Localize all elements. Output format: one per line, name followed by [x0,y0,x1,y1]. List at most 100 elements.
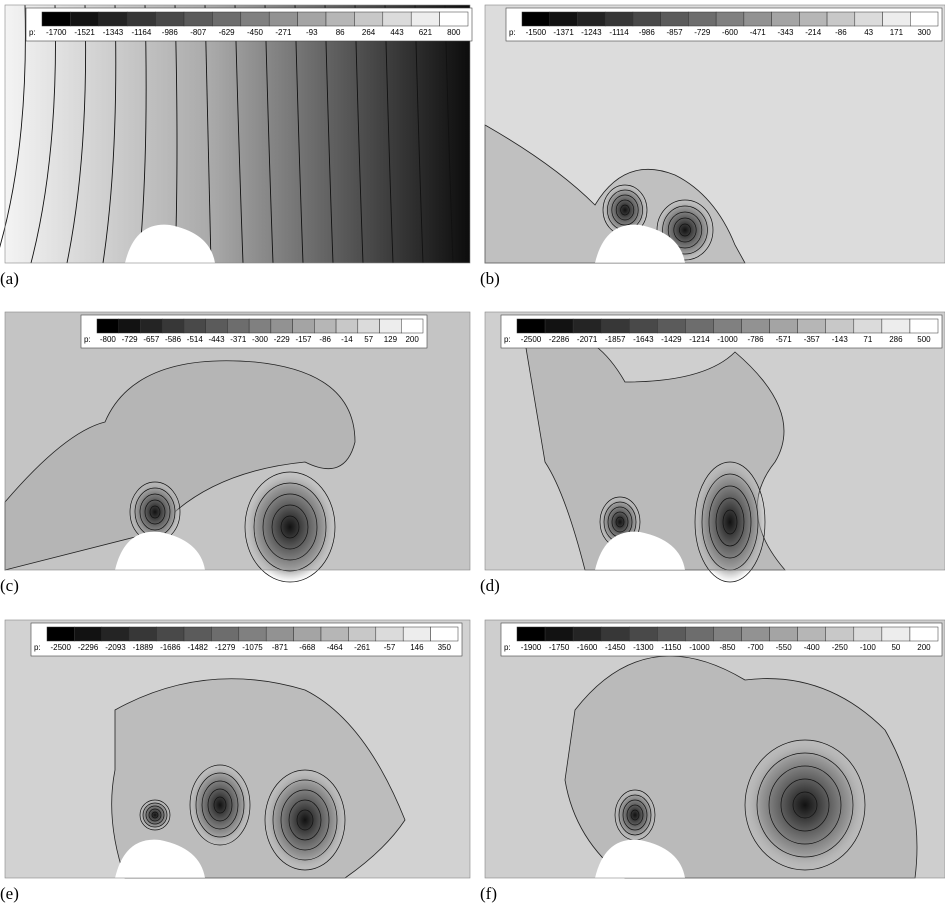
pressure-blob [603,185,647,235]
colorbar-swatch [516,626,546,642]
colorbar-level: -1686 [160,643,181,652]
colorbar-swatch [743,11,772,27]
colorbar-level: 200 [917,643,931,652]
colorbar-swatch [825,626,855,642]
colorbar-swatch [357,318,380,334]
contour-line [744,739,866,871]
colorbar-level: -1700 [46,28,67,37]
colorbar-swatch [826,11,856,27]
colorbar-level: -986 [639,28,656,37]
contour-line [694,461,766,583]
colorbar-swatch [101,626,130,642]
obstacle [595,224,685,263]
colorbar-level: -371 [230,335,247,344]
colorbar-swatch [314,318,337,334]
colorbar-level: -1150 [661,643,681,652]
colorbar-swatch [715,11,745,27]
colorbar-level: -807 [190,28,207,37]
colorbar-level: -800 [100,335,117,344]
colorbar-level: -57 [384,643,396,652]
colorbar-swatch [439,11,469,27]
colorbar-level: -1429 [661,335,682,344]
panel: p: -800 -729 -657 -586 -514 -443 -371 -300 -229 -1… [4,311,471,583]
colorbar-swatch [741,626,770,642]
contour-line [264,4,274,264]
colorbar-level: -143 [832,335,849,344]
colorbar-swatch [240,11,270,27]
colorbar-swatch [521,11,550,27]
pressure-blob [695,462,765,582]
colorbar-swatch [600,318,630,334]
colorbar-swatch [657,626,686,642]
colorbar-swatch [629,626,658,642]
contour-line [213,796,227,814]
colorbar-level: -2296 [78,643,99,652]
colorbar-level: 43 [864,28,873,37]
colorbar-title: p: [29,28,36,37]
panel: p: -2500 -2286 -2071 -1857 -1643 -1429 -1214 -10… [484,311,945,583]
contour-line [195,772,245,838]
colorbar-level: -571 [776,335,793,344]
colorbar-level: -700 [748,643,765,652]
pressure-blob [265,770,345,870]
panel: p: -2500 -2296 -2093 -1889 -1686 -1482 -1279 -10… [4,619,471,879]
panel-label: (f) [480,884,497,903]
colorbar-swatch [685,626,714,642]
contour-line [142,802,168,828]
colorbar-swatch [402,626,431,642]
colorbar-swatch [549,11,578,27]
colorbar-swatch [248,318,272,334]
colorbar-level: -2500 [50,643,71,652]
colorbar-level: -357 [804,335,821,344]
colorbar-level: -443 [209,335,226,344]
colorbar-level: -1889 [133,643,154,652]
colorbar-level: -250 [832,643,849,652]
colorbar-swatch [516,318,546,334]
contour-line [615,199,635,221]
colorbar-level: 129 [384,335,398,344]
colorbar-swatch [161,318,185,334]
contour-line [656,199,714,261]
colorbar-level: -850 [719,643,736,652]
colorbar-level: -1300 [633,643,654,652]
contour-line [288,799,322,841]
colorbar-swatch [98,11,128,27]
colorbar-title: p: [84,335,91,344]
pressure-blob [190,765,250,845]
contour-line [296,809,314,831]
colorbar-swatch [544,318,574,334]
contour-line [207,788,233,822]
contour-line [708,485,752,559]
colorbar-level: 71 [863,335,872,344]
contour-line [756,752,854,858]
panel-frame [4,619,471,879]
contour-line [324,4,334,264]
colorbar-level: -1279 [215,643,236,652]
contour-line [272,779,338,861]
colorbar-level: -93 [306,28,318,37]
colorbar-swatch [741,318,770,334]
colorbar-swatch [118,318,141,334]
contour-line [626,804,644,826]
field-background [5,5,470,263]
colorbar-title: p: [504,335,511,344]
contour-line [139,493,171,531]
colorbar-level: -300 [252,335,269,344]
contour-line [139,799,171,831]
contour-line [148,808,162,822]
contour-line [280,515,300,539]
colorbar-level: -1521 [74,28,95,37]
colorbar-swatch [375,626,404,642]
contour-line [0,4,26,248]
colorbar-swatch [183,318,206,334]
colorbar-level: -271 [275,28,292,37]
contour-line [792,791,818,819]
colorbar-swatch [140,318,163,334]
contour-line [622,799,648,831]
colorbar-swatch [297,11,327,27]
contour-line [722,509,738,535]
contour-line [253,482,327,572]
colorbar-level: -2500 [521,335,542,344]
colorbar-level: -1000 [689,643,710,652]
